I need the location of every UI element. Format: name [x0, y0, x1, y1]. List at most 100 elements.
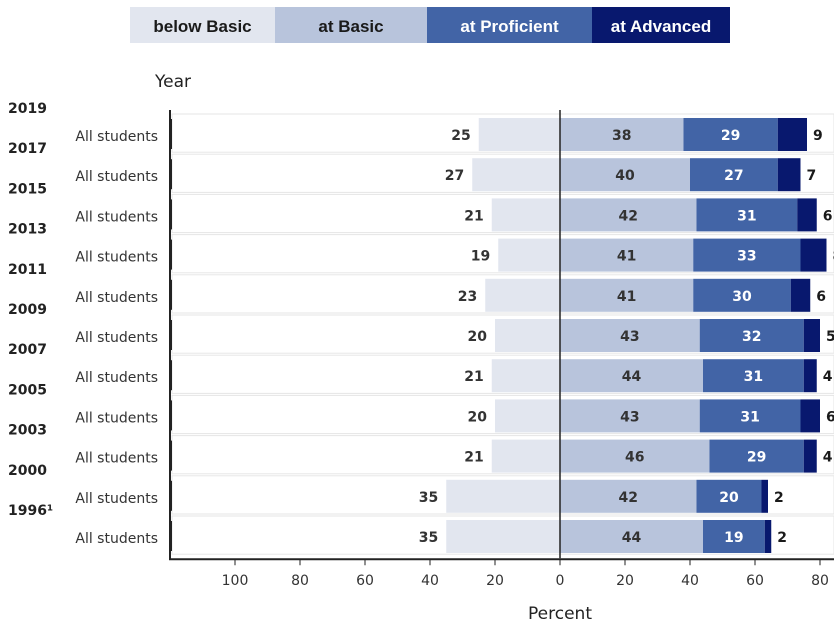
- x-tick-label: 20: [616, 573, 634, 589]
- row-3: 2013 All students 19 41 33 8: [8, 222, 834, 274]
- x-axis-label: Percent: [528, 604, 592, 624]
- group-label: All students: [75, 330, 158, 346]
- bar-at-basic: [560, 278, 694, 312]
- bar-at-advanced: [800, 238, 827, 272]
- year-label: 2013: [8, 222, 47, 238]
- bar-at-advanced: [797, 198, 817, 232]
- legend-label-1: at Basic: [318, 17, 383, 36]
- year-label: 2005: [8, 382, 47, 398]
- year-label: 2007: [8, 342, 47, 358]
- year-label: 2017: [8, 141, 47, 157]
- legend-label-0: below Basic: [153, 17, 251, 36]
- bar-at-advanced: [777, 158, 801, 192]
- group-label: All students: [75, 290, 158, 306]
- legend-swatch-2: [427, 7, 592, 43]
- value-label-below-basic: 20: [468, 409, 488, 425]
- value-label-at-basic: 44: [622, 369, 642, 385]
- year-label: 2019: [8, 101, 47, 117]
- bar-at-basic: [560, 479, 697, 513]
- value-label-at-advanced: 6: [823, 208, 833, 224]
- year-label: 2009: [8, 302, 47, 318]
- bar-below-basic: [478, 118, 560, 151]
- value-label-below-basic: 23: [458, 289, 477, 305]
- value-label-at-advanced: 2: [777, 530, 787, 546]
- value-label-at-basic: 44: [622, 530, 642, 546]
- bar-below-basic: [491, 359, 560, 393]
- value-label-at-advanced: 4: [823, 369, 833, 385]
- bar-at-basic: [560, 198, 697, 232]
- value-label-at-advanced: 9: [813, 128, 823, 144]
- value-label-at-proficient: 31: [737, 208, 756, 224]
- x-tick-label: 80: [291, 573, 309, 589]
- group-label: All students: [75, 169, 158, 185]
- year-header: Year: [154, 72, 191, 92]
- value-label-at-proficient: 19: [724, 530, 743, 546]
- x-tick-label: 40: [421, 573, 439, 589]
- bar-at-advanced: [803, 439, 817, 473]
- value-label-at-proficient: 31: [744, 369, 763, 385]
- value-label-at-proficient: 27: [724, 168, 743, 184]
- value-label-below-basic: 35: [419, 490, 438, 506]
- value-label-below-basic: 27: [445, 168, 464, 184]
- value-label-at-basic: 38: [612, 128, 631, 144]
- value-label-below-basic: 21: [464, 208, 483, 224]
- value-label-at-basic: 41: [617, 289, 636, 305]
- bar-at-basic: [560, 118, 684, 151]
- value-label-at-advanced: 5: [826, 329, 834, 345]
- bar-at-proficient: [703, 520, 765, 553]
- value-label-at-proficient: 31: [740, 409, 759, 425]
- value-label-at-basic: 42: [619, 490, 638, 506]
- row-8: 2003 All students 21 46 29 4: [8, 423, 834, 475]
- value-label-at-proficient: 30: [732, 289, 752, 305]
- bar-below-basic: [446, 520, 560, 553]
- value-label-at-basic: 46: [625, 450, 644, 466]
- row-5: 2009 All students 20 43 32 5: [8, 302, 834, 354]
- value-label-at-basic: 41: [617, 249, 636, 265]
- bar-at-proficient: [696, 198, 798, 232]
- x-tick-label: 80: [811, 573, 829, 589]
- x-tick-label: 60: [746, 573, 764, 589]
- bar-at-advanced: [777, 118, 807, 151]
- value-label-at-proficient: 29: [721, 128, 740, 144]
- year-label: 2003: [8, 423, 47, 439]
- legend-label-3: at Advanced: [611, 17, 711, 36]
- bar-below-basic: [446, 479, 560, 513]
- bar-below-basic: [491, 439, 560, 473]
- group-label: All students: [75, 370, 158, 386]
- bar-at-basic: [560, 319, 700, 352]
- group-label: All students: [75, 129, 158, 145]
- bar-below-basic: [498, 238, 560, 272]
- x-axis: 100 80 60 40 20 0 20 40 60 80: [169, 110, 834, 589]
- row-1: 2017 All students 27 40 27 7: [8, 141, 834, 193]
- bar-at-advanced: [803, 359, 817, 393]
- year-label: 2000: [8, 463, 47, 479]
- x-tick-label: 60: [356, 573, 374, 589]
- row-9: 2000 All students 35 42 20 2: [8, 463, 834, 515]
- legend-swatch-0: [130, 7, 275, 43]
- bar-at-proficient: [693, 278, 791, 312]
- group-label: All students: [75, 491, 158, 507]
- value-label-at-advanced: 7: [807, 168, 817, 184]
- value-label-below-basic: 20: [468, 329, 488, 345]
- bar-at-advanced: [764, 520, 772, 553]
- bar-below-basic: [495, 399, 560, 433]
- year-label: 1996¹: [8, 503, 53, 519]
- legend-swatch-1: [275, 7, 427, 43]
- bar-at-proficient: [696, 479, 762, 513]
- bar-at-advanced: [790, 278, 811, 312]
- legend-label-2: at Proficient: [460, 17, 559, 36]
- legend: below Basic at Basic at Proficient at Advan…: [130, 7, 730, 43]
- x-tick-label: 20: [486, 573, 504, 589]
- bar-at-proficient: [683, 118, 778, 151]
- value-label-at-basic: 40: [615, 168, 635, 184]
- value-label-below-basic: 25: [451, 128, 470, 144]
- row-6: 2007 All students 21 44 31 4: [8, 342, 834, 394]
- value-label-at-proficient: 20: [719, 490, 739, 506]
- bar-at-advanced: [761, 479, 768, 513]
- bar-below-basic: [491, 198, 560, 232]
- value-label-at-basic: 42: [619, 208, 638, 224]
- bar-at-proficient: [699, 399, 801, 433]
- year-label: 2015: [8, 181, 47, 197]
- value-label-at-advanced: 4: [823, 450, 833, 466]
